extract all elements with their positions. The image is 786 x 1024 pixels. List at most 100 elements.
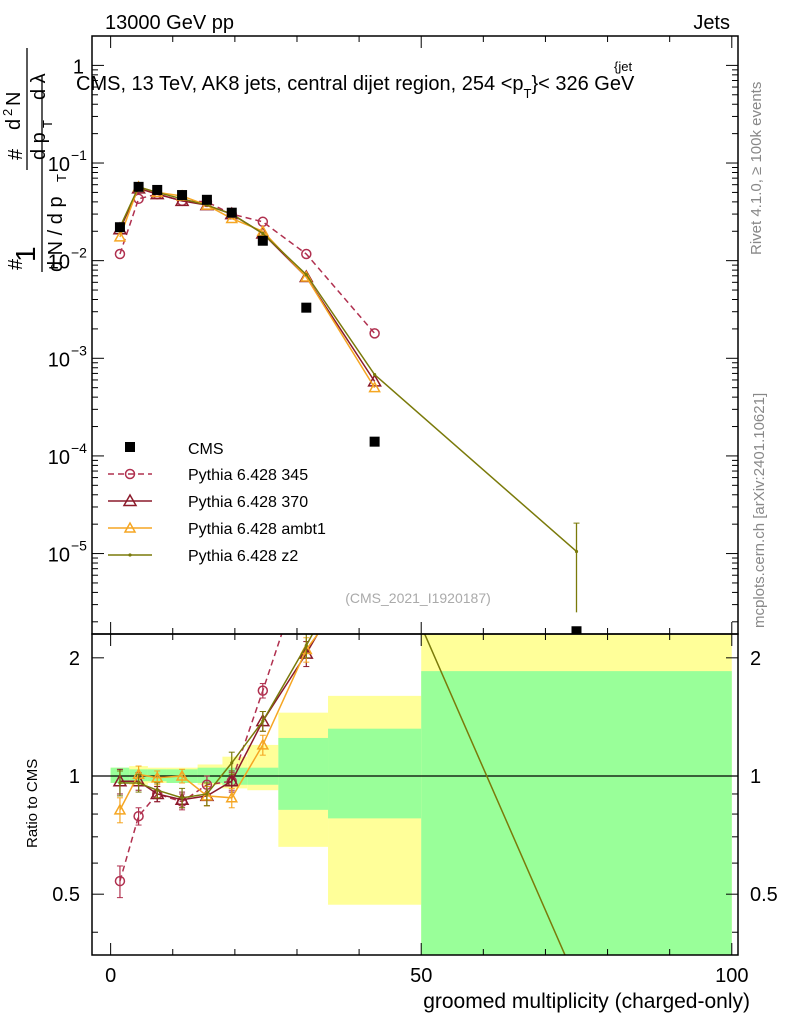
cms-data-point [571, 626, 582, 634]
svg-text:CMS, 13 TeV, AK8 jets, central: CMS, 13 TeV, AK8 jets, central dijet reg… [76, 73, 635, 101]
main-y-tick-label: 10 [48, 349, 70, 371]
ratio-y-tick-label: 2 [69, 648, 80, 670]
series-1-ratio-point [224, 773, 240, 787]
ratio-y-tick-label-right: 1 [750, 766, 761, 788]
band-green-4 [197, 767, 223, 783]
x-tick-label: 100 [715, 965, 748, 987]
main-y-axis-label: # 1 d N / d p T # d 2 N d p T d λ [0, 48, 69, 272]
series-2-point [300, 270, 313, 282]
series-3-point [261, 231, 265, 236]
rivet-label: Rivet 4.1.0, ≥ 100k events [748, 82, 765, 255]
mcplots-label: mcplots.cern.ch [arXiv:2401.10621] [751, 393, 768, 628]
series-3-point [373, 373, 377, 377]
axes-frames [91, 35, 739, 956]
series-0-point [301, 248, 312, 260]
series-3-ratio-point [205, 792, 209, 796]
series-2-ratio-point [175, 769, 189, 781]
main-y-tick-label: 10 [48, 252, 70, 274]
legend-label-cms: CMS [188, 441, 224, 458]
series-0-ratio-point [114, 875, 126, 887]
legend-label-2: Pythia 6.428 ambt1 [188, 521, 326, 538]
cms-data-point [369, 436, 380, 447]
series-layer [112, 180, 582, 955]
main-y-tick-exponent: −3 [71, 342, 87, 358]
x-axis-label: groomed multiplicity (charged-only) [423, 990, 750, 1013]
chart-title: CMS, 13 TeV, AK8 jets, central dijet reg… [76, 59, 635, 101]
series-3-ratio-point [118, 781, 122, 785]
watermark: (CMS_2021_I1920187) [345, 590, 491, 606]
svg-text:N: N [3, 92, 25, 106]
main-y-tick-label: 10 [48, 545, 70, 567]
band-green-8 [328, 728, 422, 819]
legend-label-3: Pythia 6.428 z2 [188, 548, 298, 565]
ratio-plot-series [112, 634, 566, 955]
svg-text:2: 2 [0, 109, 15, 116]
main-y-tick-exponent: −5 [71, 538, 87, 554]
series-2-point [113, 230, 127, 242]
ratio-y-tick-label-right: 0.5 [750, 884, 778, 906]
svg-text:T: T [54, 174, 69, 182]
series-3-point [574, 549, 579, 554]
series-3-ratio-point [261, 719, 265, 723]
ratio-y-axis-label: Ratio to CMS [24, 759, 41, 848]
cms-data-point [257, 235, 268, 246]
x-tick-label: 50 [410, 965, 432, 987]
svg-text:d λ: d λ [28, 73, 50, 100]
main-y-tick-exponent: −1 [71, 147, 87, 163]
series-2-point [368, 381, 381, 393]
main-y-tick-label: 1 [73, 56, 84, 78]
svg-text:d: d [3, 119, 25, 130]
legend-marker-cms [125, 442, 135, 452]
series-0-point [369, 328, 380, 339]
legend-marker-1 [122, 493, 138, 507]
cms-data-point [177, 190, 188, 201]
series-3-ratio-point [136, 781, 141, 785]
cms-data-point [201, 194, 212, 205]
svg-text:d N / d p: d N / d p [45, 196, 67, 272]
main-plot-series [112, 180, 582, 634]
series-2-point [256, 224, 270, 237]
svg-text:1: 1 [10, 246, 41, 262]
legend-marker-2 [123, 521, 137, 533]
cms-data-point [114, 222, 125, 233]
cms-data-point [133, 181, 144, 192]
series-1-ratio-point [149, 786, 165, 800]
chart-title-main: CMS, 13 TeV, AK8 jets, central dijet reg… [76, 73, 524, 95]
chart-title-sup: {jet [614, 59, 632, 74]
series-3-ratio-point [155, 788, 159, 792]
series-2-ratio-point [150, 771, 164, 783]
legend-label-1: Pythia 6.428 370 [188, 494, 308, 511]
series-3-ratio-point [304, 643, 308, 648]
series-1-point [367, 373, 382, 387]
main-plot-frame [91, 35, 739, 635]
legend-label-0: Pythia 6.428 345 [188, 467, 308, 484]
series-2-point [225, 211, 239, 224]
main-y-tick-label: 10 [48, 447, 70, 469]
legend-marker-3 [128, 553, 132, 557]
svg-text:#: # [5, 148, 27, 160]
cms-data-point [301, 302, 312, 313]
chart-title-tail: }< 326 GeV [531, 73, 635, 95]
series-2-line [119, 185, 376, 389]
series-3-ratio-point [180, 796, 184, 800]
svg-text:T: T [40, 120, 55, 128]
ratio-uncertainty-bands [110, 634, 732, 955]
legend: CMS Pythia 6.428 345 Pythia 6.428 370 Pythi… [108, 441, 326, 565]
ratio-y-tick-label-right: 2 [750, 648, 761, 670]
band-green-9 [421, 671, 732, 955]
series-2-ratio-point [225, 791, 239, 803]
series-0-point [114, 248, 126, 260]
series-2-ratio-point [113, 803, 127, 815]
main-y-tick-exponent: −2 [71, 245, 87, 261]
cms-data-point [152, 184, 163, 195]
x-tick-label: 0 [105, 965, 116, 987]
series-0-ratio-point [133, 810, 144, 822]
series-3-point [304, 272, 308, 277]
svg-text:#: # [5, 258, 27, 270]
series-0-line [119, 193, 376, 334]
band-green-7 [278, 737, 329, 810]
main-y-tick-label: 10 [48, 154, 70, 176]
series-3-ratio-point [230, 761, 234, 765]
